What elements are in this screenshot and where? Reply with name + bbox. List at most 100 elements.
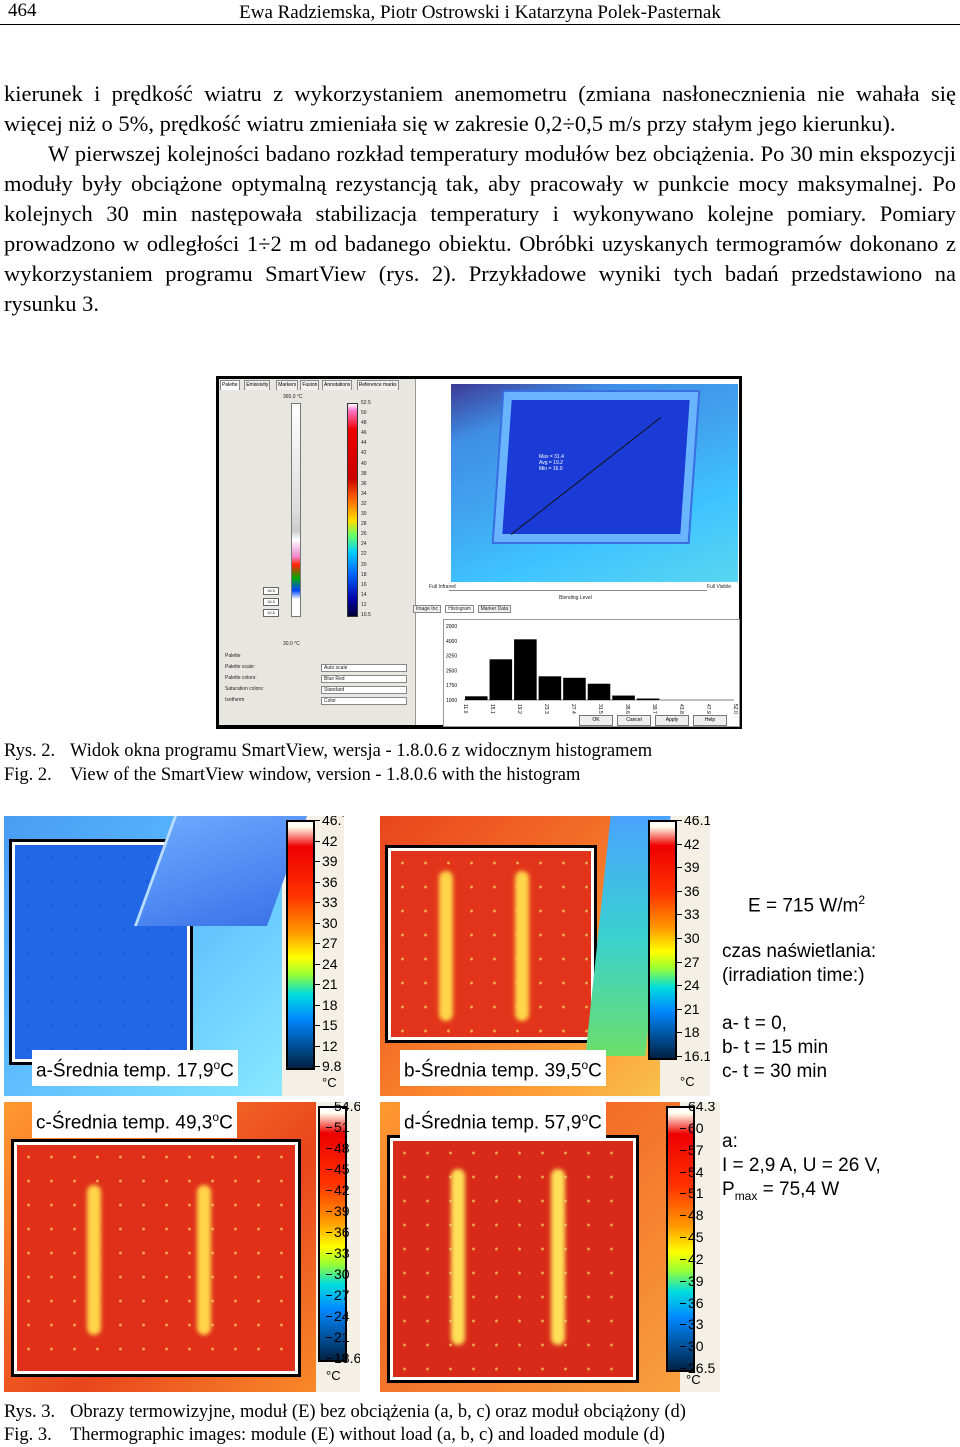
histogram-bar xyxy=(587,683,611,700)
scale-tick-mark xyxy=(676,890,682,892)
option-select[interactable]: Auto scale xyxy=(321,664,407,672)
paragraph-2: W pierwszej kolejności badano rozkład te… xyxy=(4,141,956,316)
scale-tick-mark xyxy=(676,914,682,916)
thermal-image[interactable]: Max = 31.4 Avg = 19.2 Min = 16.0 xyxy=(451,384,738,582)
tab-markers[interactable]: Markers xyxy=(276,380,299,390)
option-label: Palette colors: xyxy=(225,675,257,681)
annotation-line: Min = 16.0 xyxy=(539,466,563,472)
scale-tick-label: 51 xyxy=(334,1119,350,1135)
scale-tick-mark xyxy=(676,867,682,869)
palette-tick: 32 xyxy=(361,500,367,507)
slider-left-label: Full Infrared xyxy=(429,584,456,590)
scale-tick-mark xyxy=(326,1148,332,1149)
dialog-button-help[interactable]: Help xyxy=(693,715,727,726)
deg-c-d: °C xyxy=(686,1372,701,1387)
scale-tick-mark xyxy=(676,1008,682,1010)
option-select[interactable]: Standard xyxy=(321,686,407,694)
histogram-x-tick: 43.8 xyxy=(678,704,684,714)
scale-tick-mark xyxy=(314,963,320,965)
scale-tick-mark xyxy=(314,902,320,903)
scale-tick-label: 45 xyxy=(334,1161,350,1177)
thermogram-c: 54.6 51 48 45 42 39 36 33 30 27 24 21 18.6 xyxy=(4,1102,360,1392)
scale-tick-mark xyxy=(680,1127,686,1129)
scale-tick-label: 46.7 xyxy=(322,816,344,828)
scale-tick-mark xyxy=(680,1193,686,1195)
histogram-x-tick: 23.3 xyxy=(543,704,549,714)
scale-tick-mark xyxy=(680,1106,686,1107)
histogram-x-tick: 52.0 xyxy=(732,704,738,714)
dialog-button-ok[interactable]: OK xyxy=(579,715,613,726)
histogram-x-tick: 47.9 xyxy=(705,704,711,714)
option-label: Palette scale: xyxy=(225,664,256,670)
label-c: c-Średnia temp. 49,3oC xyxy=(32,1102,237,1139)
palette-tick: 30 xyxy=(361,511,367,518)
scale-tick-label: 18 xyxy=(684,1024,700,1041)
scale-tick-label: 12 xyxy=(322,1037,338,1054)
palette-tick: 50 xyxy=(361,410,367,417)
palette-tick: 26 xyxy=(361,531,367,538)
histogram-tab[interactable]: Marker Data xyxy=(477,605,512,613)
histogram-x-tick: 19.2 xyxy=(516,704,522,714)
tab-emissivity[interactable]: Emissivity xyxy=(244,380,271,390)
dialog-button-cancel[interactable]: Cancel xyxy=(617,715,651,726)
tab-annotations[interactable]: Annotations xyxy=(322,380,353,390)
time-b: b- t = 15 min xyxy=(722,1037,829,1058)
scale-tick-label: 21 xyxy=(322,976,338,992)
grayscale-bar[interactable] xyxy=(291,403,301,617)
histogram-bar xyxy=(489,659,513,700)
scale-tick-mark xyxy=(314,922,320,924)
dialog-button-apply[interactable]: Apply xyxy=(655,715,689,726)
palette-tick: 52.5 xyxy=(361,400,371,406)
scale-tick-label: 24 xyxy=(322,955,338,972)
scale-tick-label: 24 xyxy=(334,1308,350,1324)
scale-tick-mark xyxy=(314,861,320,862)
scale-tick-mark xyxy=(680,1149,686,1151)
blending-slider[interactable]: Full Infrared Blending Level Full Visibl… xyxy=(419,584,737,608)
scale-tick-mark xyxy=(676,820,682,821)
histogram-tab[interactable]: Histogram xyxy=(445,605,475,613)
scale-tick-mark xyxy=(314,984,320,985)
annotation-box: Max = 31.4 Avg = 19.2 Min = 16.0 xyxy=(539,454,564,472)
histogram-y-tick: 2000 xyxy=(446,624,457,630)
palette-option-row: Palette xyxy=(225,653,411,659)
histogram-x-tick: 27.4 xyxy=(570,704,576,714)
tab-reference-marks[interactable]: Reference marks xyxy=(356,380,399,390)
scale-tick-mark xyxy=(314,1066,320,1067)
smartview-client-area: Palette Emissivity Markers Fusion Annotation… xyxy=(219,379,740,727)
scale-tick-mark xyxy=(314,1025,320,1026)
scale-tick-mark xyxy=(326,1358,332,1359)
marker-value-box[interactable]: 16.5 xyxy=(263,587,279,595)
scale-tick-label: 39 xyxy=(684,859,700,876)
scale-tick-label: 30 xyxy=(688,1338,704,1355)
scale-tick-mark xyxy=(680,1302,686,1304)
irradiation-time-pl: czas naświetlania: xyxy=(722,941,877,962)
scale-tick-label: 45 xyxy=(688,1229,704,1245)
deg-c-c: °C xyxy=(326,1368,341,1383)
scale-tick-mark xyxy=(676,938,682,939)
palette-tick: 40 xyxy=(361,460,367,467)
tab-palette[interactable]: Palette xyxy=(220,380,240,390)
marker-value-box[interactable]: 10.5 xyxy=(263,609,279,617)
palette-option-row: Isotherm Color xyxy=(225,697,411,705)
deg-c-b: °C xyxy=(680,1074,695,1089)
thermogram-b: 46.1 42 39 36 33 30 27 24 21 18 16.1 xyxy=(380,816,710,1096)
scale-tick-label: 27 xyxy=(684,953,700,970)
histogram-tab[interactable]: Image Inc xyxy=(413,605,441,613)
scale-tick-mark xyxy=(314,1004,320,1006)
scale-tick-label: 30 xyxy=(322,914,338,931)
palette-tick: 20 xyxy=(361,561,367,568)
scale-tick-label: 42 xyxy=(322,832,338,849)
histogram-y-tick: 3250 xyxy=(446,654,457,660)
tab-fusion[interactable]: Fusion xyxy=(300,380,320,390)
thermogram-d: 64.3 60 57 54 51 48 45 42 39 36 33 30 26.5 xyxy=(380,1102,720,1392)
histogram-x-tick: 15.1 xyxy=(489,704,495,714)
option-select[interactable]: Blue Red xyxy=(321,675,407,683)
scale-tick-mark xyxy=(326,1274,332,1275)
scale-tick-label: 46.1 xyxy=(684,816,710,828)
option-label: Isotherm xyxy=(225,697,245,703)
option-select[interactable]: Color xyxy=(321,697,407,705)
slider-track xyxy=(449,590,707,591)
scale-tick-mark xyxy=(676,961,682,963)
marker-value-box[interactable]: 16.5 xyxy=(263,598,279,606)
histogram-x-tick: 31.5 xyxy=(597,704,603,714)
